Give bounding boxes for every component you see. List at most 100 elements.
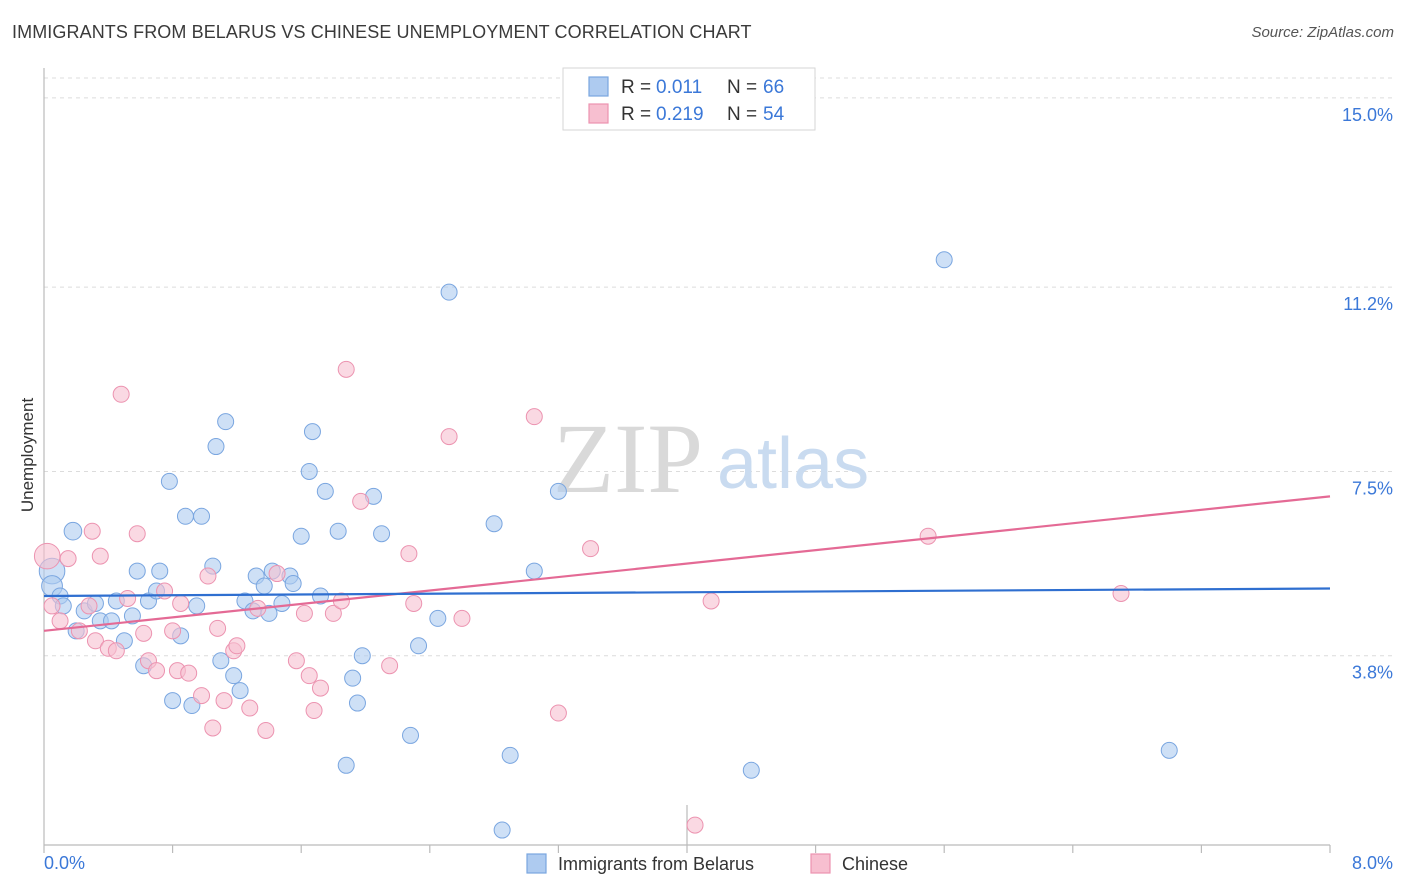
watermark-zip: ZIP [553,403,703,514]
y-axis-label: Unemployment [18,398,37,513]
chinese-point [180,664,198,682]
belarus-point [160,472,178,490]
legend-n-value-2: 54 [763,104,785,125]
chinese-point [204,719,222,737]
belarus-point [188,597,206,615]
belarus-point [1160,741,1178,759]
chinese-point [51,612,69,630]
trend-line-chinese [43,495,1331,632]
chinese-point [148,662,166,680]
y-tick-label: 7.5% [1352,478,1393,498]
belarus-point [440,283,458,301]
chinese-point [135,624,153,642]
belarus-point [549,482,567,500]
chinese-point [381,657,399,675]
chinese-point [215,692,233,710]
chinese-point [337,360,355,378]
chinese-point [91,547,109,565]
y-tick-labels: 3.8% 7.5% 11.2% 15.0% [1342,105,1393,683]
chinese-point [228,637,246,655]
belarus-point [316,482,334,500]
chinese-point [287,652,305,670]
chinese-point [440,428,458,446]
belarus-point [525,562,543,580]
chinese-point [582,540,600,558]
belarus-point [217,413,235,431]
chinese-point [70,622,88,640]
belarus-point [128,562,146,580]
belarus-point [344,669,362,687]
belarus-point [103,612,121,630]
legend-r-label-1: R = [621,77,651,98]
x-tick-labels: 0.0% 8.0% [44,853,1393,873]
chinese-point [172,594,190,612]
chinese-point [295,604,313,622]
belarus-point [300,462,318,480]
legend-r-value-1: 0.011 [656,77,702,98]
belarus-point [485,515,503,533]
bottom-legend: Immigrants from Belarus Chinese [526,853,908,874]
y-tick-label: 15.0% [1342,105,1393,125]
series-belarus-points [38,251,1178,839]
belarus-point [742,761,760,779]
watermark: ZIP atlas [553,403,869,514]
chinese-point [257,721,275,739]
chinese-point [324,604,342,622]
chinese-point [193,687,211,705]
chinese-point [119,589,137,607]
belarus-point [501,746,519,764]
legend-r-value-2: 0.219 [656,104,704,125]
belarus-point [176,507,194,525]
chinese-point [405,594,423,612]
bottom-legend-swatch-chinese [810,853,831,874]
belarus-point [348,694,366,712]
legend-n-value-1: 66 [763,77,784,98]
legend-swatch-chinese [588,103,609,124]
y-tick-label: 11.2% [1343,294,1393,314]
chinese-point [209,619,227,637]
belarus-point [284,575,302,593]
bottom-legend-label-belarus: Immigrants from Belarus [558,854,754,874]
trend-lines [43,495,1331,632]
legend-swatch-belarus [588,76,609,97]
belarus-point [273,594,291,612]
belarus-point [292,527,310,545]
chinese-point [83,522,101,540]
chinese-point [268,565,286,583]
belarus-point [337,756,355,774]
legend-r-label-2: R = [621,104,651,125]
chinese-point [919,527,937,545]
chinese-point [453,609,471,627]
belarus-point [255,577,273,595]
gridlines [44,77,1393,657]
chinese-point [199,567,217,585]
legend-n-label-2: N = [727,104,757,125]
chinese-point [59,550,77,568]
belarus-point [231,682,249,700]
chinese-point [164,622,182,640]
belarus-point [123,607,141,625]
belarus-point [373,525,391,543]
chinese-point [80,597,98,615]
belarus-point [402,726,420,744]
belarus-point [329,522,347,540]
chinese-point [112,385,130,403]
trend-line-belarus [43,587,1331,598]
chinese-point [241,699,259,717]
belarus-point [225,667,243,685]
x-tick-label-right: 8.0% [1352,853,1393,873]
chinese-point [525,408,543,426]
chinese-point [300,667,318,685]
belarus-point [63,521,83,541]
chart-title: IMMIGRANTS FROM BELARUS VS CHINESE UNEMP… [12,22,752,42]
bottom-legend-swatch-belarus [526,853,547,874]
y-tick-label: 3.8% [1352,663,1393,683]
chinese-point [400,545,418,563]
chinese-point [686,816,704,834]
belarus-point [151,562,169,580]
chinese-point [1112,584,1130,602]
axes [43,68,1331,853]
bottom-legend-label-chinese: Chinese [842,854,908,874]
chinese-point [549,704,567,722]
